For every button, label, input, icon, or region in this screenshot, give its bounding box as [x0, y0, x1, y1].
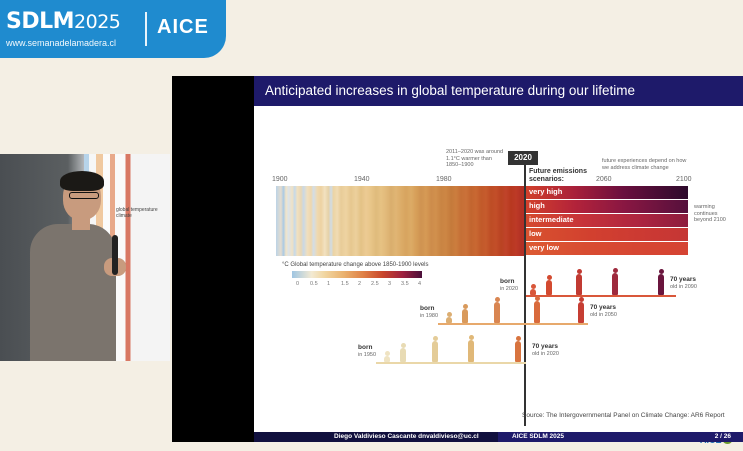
person-icon: [494, 297, 500, 323]
person-icon: [658, 269, 664, 295]
footer-speaker: Diego Valdivieso Cascante dnvaldivieso@u…: [334, 433, 479, 440]
speaker-hair: [60, 171, 104, 191]
generation-1980-born-label: born in 1980: [420, 305, 438, 320]
footer-left-panel: [254, 432, 498, 442]
person-icon: [515, 336, 521, 362]
glasses-icon: [69, 192, 99, 199]
person-icon: [612, 268, 618, 295]
person-icon: [578, 297, 584, 323]
generation-1980-old-label: 70 years old in 2050: [590, 304, 617, 319]
scenario-label: very high: [529, 187, 563, 196]
generation-1950-timeline: [376, 362, 526, 364]
historical-warming-stripes: [276, 186, 526, 256]
legend-tick: 1.5: [341, 281, 349, 287]
generation-2020-born-label: born in 2020: [500, 278, 518, 293]
legend-tick: 3: [388, 281, 392, 287]
event-banner: SDLM2025 www.semanadelamadera.cl AICE: [0, 0, 226, 58]
old-year: old in 2050: [590, 312, 617, 318]
annotation-future: future experiences depend on how we addr…: [602, 158, 687, 171]
annotation-beyond-2100: warming continues beyond 2100: [694, 204, 726, 223]
footer-page-number: 2 / 26: [714, 433, 731, 440]
legend-tick: 0.5: [310, 281, 318, 287]
legend-tick: 2.5: [371, 281, 379, 287]
born-word: born: [358, 344, 373, 351]
slide-footer: Diego Valdivieso Cascante dnvaldivieso@u…: [254, 432, 743, 442]
legend-tick: 1: [327, 281, 331, 287]
generation-1950-born-label: born in 1950: [358, 344, 376, 359]
old-words: 70 years: [670, 276, 697, 283]
person-icon: [432, 336, 438, 362]
scenario-very-low: very low: [526, 242, 688, 255]
scenario-low: low: [526, 228, 688, 241]
scenario-intermediate: intermediate: [526, 214, 688, 227]
legend-ticks: 0 0.5 1 1.5 2 2.5 3 3.5 4: [292, 281, 426, 289]
year-label-2060: 2060: [596, 176, 612, 183]
event-website: www.semanadelamadera.cl: [6, 38, 117, 48]
person-icon: [446, 312, 452, 323]
born-word: born: [500, 278, 515, 285]
person-icon: [534, 296, 540, 323]
logo-main: SDLM: [6, 9, 75, 34]
scenario-label: intermediate: [529, 215, 574, 224]
person-icon: [546, 275, 552, 295]
microphone-icon: [112, 235, 118, 275]
person-icon: [462, 304, 468, 323]
year-2020-marker: 2020: [508, 151, 538, 165]
person-icon: [576, 269, 582, 295]
generation-1980-timeline: [438, 323, 588, 325]
old-year: old in 2090: [670, 284, 697, 290]
scenario-label: high: [529, 201, 545, 210]
speaker-torso: [30, 224, 116, 361]
person-icon: [384, 351, 390, 362]
year-label-1940: 1940: [354, 176, 370, 183]
slide-header: Anticipated increases in global temperat…: [254, 76, 743, 106]
born-year: in 1950: [358, 352, 377, 358]
legend-tick: 3.5: [401, 281, 409, 287]
scenario-label: very low: [529, 243, 560, 252]
sdlm-logo: SDLM2025: [6, 9, 121, 34]
aice-logo: AICE: [157, 16, 209, 38]
footer-event: AICE SDLM 2025: [512, 433, 565, 440]
year-label-1900: 1900: [272, 176, 288, 183]
generation-2020-old-label: 70 years old in 2090: [670, 276, 697, 291]
speaker-video: global temperature climate: [0, 154, 170, 361]
legend-tick: 0: [296, 281, 300, 287]
old-words: 70 years: [532, 343, 559, 350]
born-year: in 2020: [500, 286, 519, 292]
legend-tick: 4: [418, 281, 422, 287]
scenario-label: low: [529, 229, 542, 238]
future-scenario-stripes: very high high intermediate low very low: [526, 186, 688, 256]
scenario-high: high: [526, 200, 688, 213]
generation-1950-old-label: 70 years old in 2020: [532, 343, 559, 358]
person-icon: [530, 284, 536, 295]
temperature-legend-bar: [292, 271, 422, 278]
climate-stripes-figure: 1900 1940 1980 2060 2100 very high high …: [254, 106, 743, 445]
person-icon: [468, 335, 474, 362]
year-2020-line: [524, 164, 526, 426]
old-words: 70 years: [590, 304, 617, 311]
generation-2020-timeline: [526, 295, 676, 297]
banner-divider: [145, 12, 147, 46]
year-label-1980: 1980: [436, 176, 452, 183]
person-icon: [400, 343, 406, 362]
born-year: in 1980: [420, 313, 439, 319]
legend-title: °C Global temperature change above 1850-…: [282, 262, 429, 268]
year-label-2100: 2100: [676, 176, 692, 183]
legend-tick: 2: [358, 281, 362, 287]
slide-title: Anticipated increases in global temperat…: [265, 83, 635, 98]
figure-source: Source: The Intergovernmental Panel on C…: [522, 412, 725, 419]
future-scenarios-title: Future emissions scenarios:: [529, 168, 587, 183]
scenario-very-high: very high: [526, 186, 688, 199]
annotation-2011-2020: 2011–2020 was around 1.1°C warmer than 1…: [446, 149, 504, 168]
presentation-slide: Anticipated increases in global temperat…: [254, 76, 743, 445]
born-word: born: [420, 305, 435, 312]
poster-text: global temperature climate: [116, 207, 158, 219]
old-year: old in 2020: [532, 351, 559, 357]
logo-year: 2025: [74, 11, 121, 33]
